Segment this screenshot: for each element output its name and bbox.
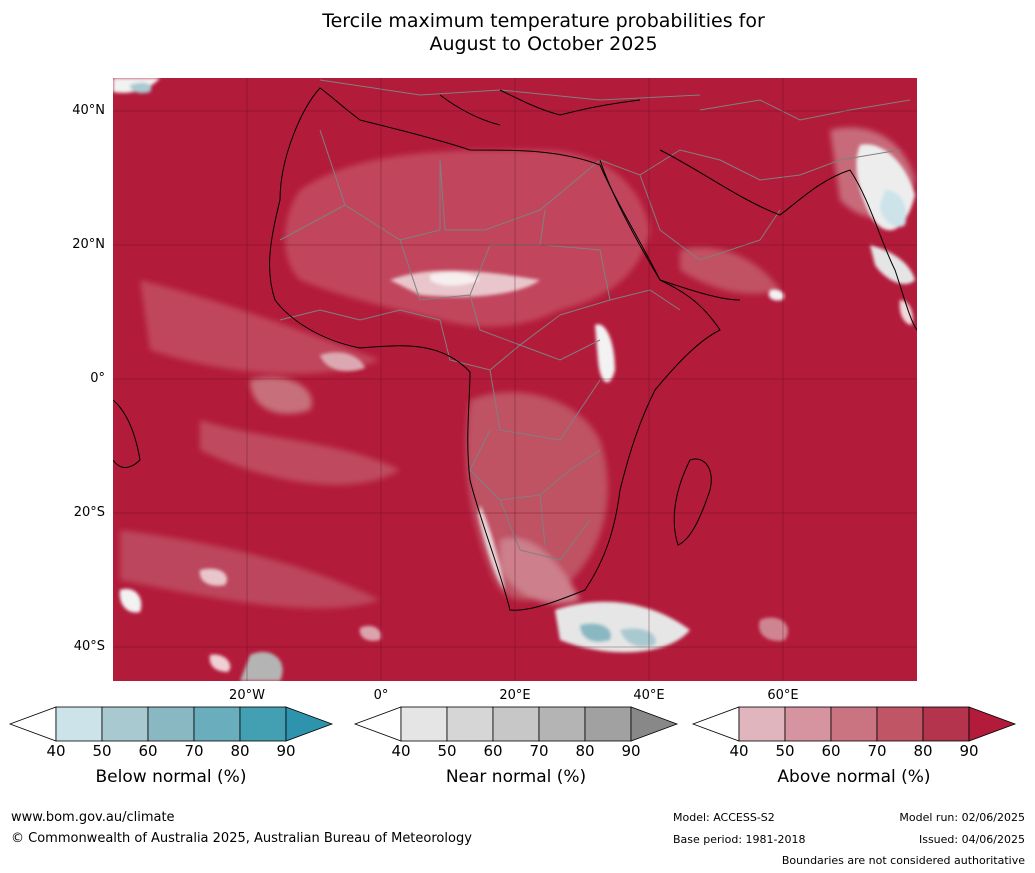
legend-2-segment-4 <box>922 706 970 742</box>
country-borders <box>279 79 911 561</box>
lat-label-20n: 20°N <box>72 237 105 252</box>
legend-1-title: Near normal (%) <box>445 767 587 787</box>
copyright-text: © Commonwealth of Australia 2025, Austra… <box>11 831 472 846</box>
legend-2-tick-60: 60 <box>821 742 841 760</box>
title-line-1: Tercile maximum temperature probabilitie… <box>322 10 765 32</box>
boundary-disclaimer: Boundaries are not considered authoritat… <box>781 854 1025 867</box>
legend-1-segment-1 <box>446 706 494 742</box>
legend-1-segment-2 <box>492 706 540 742</box>
legend-1-tick-60: 60 <box>483 742 503 760</box>
lon-label-20e: 20°E <box>499 688 531 703</box>
issued-date: Issued: 04/06/2025 <box>918 833 1025 846</box>
legend-0-tick-50: 50 <box>92 742 112 760</box>
legend-2-high-extension <box>968 706 1017 742</box>
legend-1-high-extension <box>630 706 679 742</box>
legend-0-segment-0 <box>55 706 103 742</box>
legend-0-tick-70: 70 <box>184 742 204 760</box>
map-title: Tercile maximum temperature probabilitie… <box>0 10 1035 56</box>
legend-2-segment-0 <box>738 706 786 742</box>
legend-1-tick-90: 90 <box>621 742 641 760</box>
legend-2-tick-40: 40 <box>729 742 749 760</box>
title-line-2: August to October 2025 <box>429 33 658 55</box>
legend-2-tick-90: 90 <box>959 742 979 760</box>
legend-0-high-extension <box>285 706 334 742</box>
legend-1-tick-50: 50 <box>437 742 457 760</box>
legend-1 <box>353 706 679 742</box>
legend-0-low-extension <box>8 706 57 742</box>
legend-2-title: Above normal (%) <box>777 767 931 787</box>
legend-1-segment-3 <box>538 706 586 742</box>
lat-label-40s: 40°S <box>73 639 105 654</box>
lon-label-40e: 40°E <box>633 688 665 703</box>
model-run-date: Model run: 02/06/2025 <box>899 811 1025 824</box>
base-period: Base period: 1981-2018 <box>673 833 806 846</box>
coastlines <box>113 87 917 611</box>
legend-2-tick-80: 80 <box>913 742 933 760</box>
above-normal-lighter-field <box>120 127 915 609</box>
legend-0-tick-80: 80 <box>230 742 250 760</box>
legend-2-tick-50: 50 <box>775 742 795 760</box>
lat-label-equator: 0° <box>90 371 105 386</box>
lon-label-20w: 20°W <box>229 688 265 703</box>
graticule <box>113 78 917 681</box>
website-link[interactable]: www.bom.gov.au/climate <box>11 810 175 825</box>
legend-0-segment-3 <box>193 706 241 742</box>
legend-0-tick-40: 40 <box>46 742 66 760</box>
legend-1-segment-0 <box>400 706 448 742</box>
legend-2-segment-1 <box>784 706 832 742</box>
legend-0-segment-4 <box>239 706 287 742</box>
lat-label-40n: 40°N <box>72 103 105 118</box>
legend-2 <box>691 706 1017 742</box>
legend-1-tick-70: 70 <box>529 742 549 760</box>
lon-label-0: 0° <box>373 688 389 703</box>
legend-2-low-extension <box>691 706 740 742</box>
legend-2-tick-70: 70 <box>867 742 887 760</box>
legend-1-tick-80: 80 <box>575 742 595 760</box>
legend-1-segment-4 <box>584 706 632 742</box>
legend-1-tick-40: 40 <box>391 742 411 760</box>
legend-0-title: Below normal (%) <box>95 767 247 787</box>
legend-2-segment-2 <box>830 706 878 742</box>
legend-0-segment-2 <box>147 706 195 742</box>
model-name: Model: ACCESS-S2 <box>673 811 775 824</box>
lat-label-20s: 20°S <box>73 505 105 520</box>
legend-1-low-extension <box>353 706 402 742</box>
legend-2-segment-3 <box>876 706 924 742</box>
legend-0-tick-60: 60 <box>138 742 158 760</box>
legend-0 <box>8 706 334 742</box>
legend-0-segment-1 <box>101 706 149 742</box>
lon-label-60e: 60°E <box>767 688 799 703</box>
legend-0-tick-90: 90 <box>276 742 296 760</box>
low-signal-areas <box>113 78 915 681</box>
